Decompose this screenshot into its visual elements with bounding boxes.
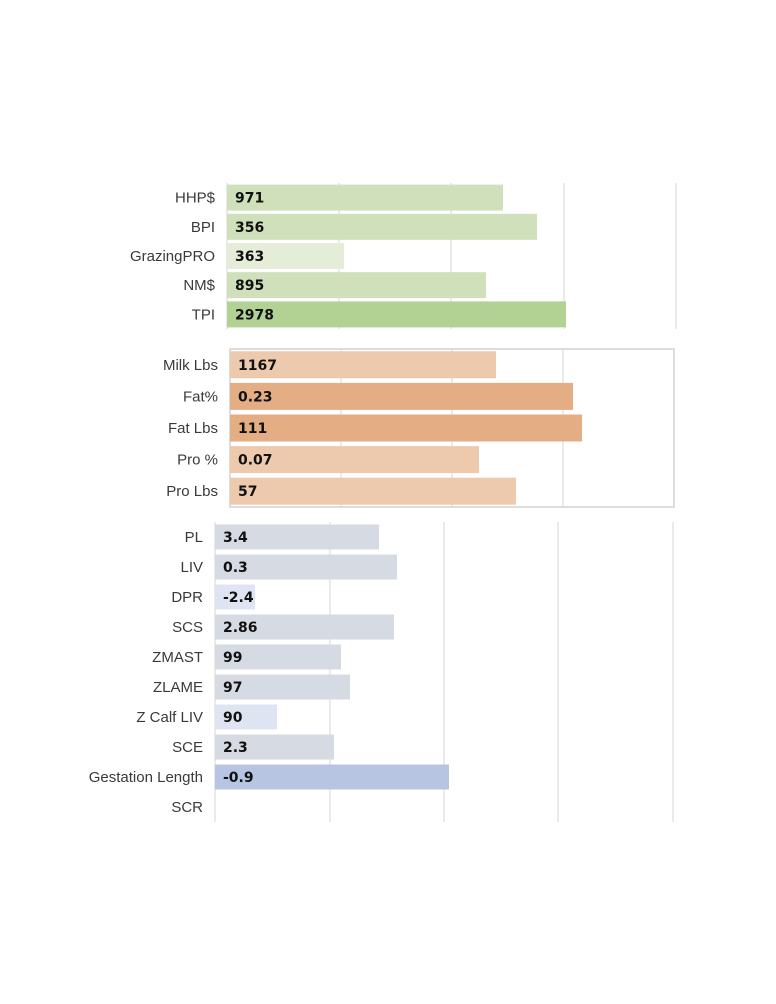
bar-liv bbox=[215, 554, 397, 580]
category-label-dpr: DPR bbox=[171, 589, 203, 606]
data-label-scs: 2.86 bbox=[223, 620, 258, 636]
data-label-hhp: 971 bbox=[235, 191, 264, 207]
data-label-grazingpro: 363 bbox=[235, 249, 264, 265]
data-label-pl: 3.4 bbox=[223, 530, 248, 546]
category-label-gestation-length: Gestation Length bbox=[89, 769, 203, 786]
bar-tpi bbox=[227, 301, 566, 328]
bar-pl bbox=[215, 524, 379, 550]
bar-dpr bbox=[215, 584, 255, 610]
data-label-liv: 0.3 bbox=[223, 560, 248, 576]
bar-fat bbox=[230, 382, 573, 410]
bar-z-calf-liv bbox=[215, 704, 277, 730]
category-label-zlame: ZLAME bbox=[153, 679, 203, 696]
data-label-zmast: 99 bbox=[223, 650, 242, 666]
data-label-pro: 0.07 bbox=[238, 453, 273, 469]
bar-fat-lbs bbox=[230, 414, 582, 442]
bar-gestation-length bbox=[215, 764, 449, 790]
category-label-hhp: HHP$ bbox=[175, 190, 216, 207]
bar-nm bbox=[227, 272, 486, 299]
data-label-pro-lbs: 57 bbox=[238, 484, 257, 500]
bar-pro bbox=[230, 446, 479, 474]
data-label-z-calf-liv: 90 bbox=[223, 710, 243, 726]
category-label-fat: Fat% bbox=[183, 388, 218, 405]
bar-sce bbox=[215, 734, 334, 760]
category-label-zmast: ZMAST bbox=[152, 649, 203, 666]
bar-pro-lbs bbox=[230, 477, 516, 505]
bar-zlame bbox=[215, 674, 350, 700]
category-label-nm: NM$ bbox=[183, 277, 215, 294]
index-chart: HHP$ 971 BPI 356 GrazingPRO 363 NM$ 895 TPI 2978 bbox=[130, 183, 677, 329]
data-label-gestation-length: -0.9 bbox=[223, 770, 254, 786]
production-chart: Milk Lbs 1167 Fat% 0.23 Fat Lbs 111 Pro % 0.07 P… bbox=[163, 348, 675, 508]
health-chart: PL 3.4 LIV 0.3 DPR -2.4 SCS 2.86 ZMAST 99 ZLAME 97 Z… bbox=[89, 522, 674, 822]
data-label-fat-lbs: 111 bbox=[238, 421, 267, 437]
bar-scs bbox=[215, 614, 394, 640]
category-label-fat-lbs: Fat Lbs bbox=[168, 420, 218, 437]
data-label-tpi: 2978 bbox=[235, 307, 274, 323]
data-label-sce: 2.3 bbox=[223, 740, 248, 756]
category-label-z-calf-liv: Z Calf LIV bbox=[136, 709, 203, 726]
category-label-milk-lbs: Milk Lbs bbox=[163, 357, 218, 374]
category-label-pro-lbs: Pro Lbs bbox=[166, 483, 218, 500]
bar-hhp bbox=[227, 184, 503, 211]
data-label-nm: 895 bbox=[235, 278, 264, 294]
bar-zmast bbox=[215, 644, 341, 670]
category-label-pro: Pro % bbox=[177, 452, 218, 469]
category-label-scr: SCR bbox=[171, 799, 203, 816]
category-label-scs: SCS bbox=[172, 619, 203, 636]
bar-bpi bbox=[227, 213, 537, 240]
data-label-milk-lbs: 1167 bbox=[238, 358, 277, 374]
data-label-dpr: -2.4 bbox=[223, 590, 254, 606]
category-label-bpi: BPI bbox=[191, 219, 215, 236]
category-label-tpi: TPI bbox=[192, 306, 215, 323]
bar-grazingpro bbox=[227, 243, 344, 269]
category-label-grazingpro: GrazingPRO bbox=[130, 248, 215, 265]
bar-milk-lbs bbox=[230, 351, 496, 379]
data-label-zlame: 97 bbox=[223, 680, 242, 696]
data-label-fat: 0.23 bbox=[238, 389, 273, 405]
category-label-pl: PL bbox=[185, 529, 203, 546]
category-label-sce: SCE bbox=[172, 739, 203, 756]
category-label-liv: LIV bbox=[180, 559, 203, 576]
data-label-bpi: 356 bbox=[235, 220, 264, 236]
